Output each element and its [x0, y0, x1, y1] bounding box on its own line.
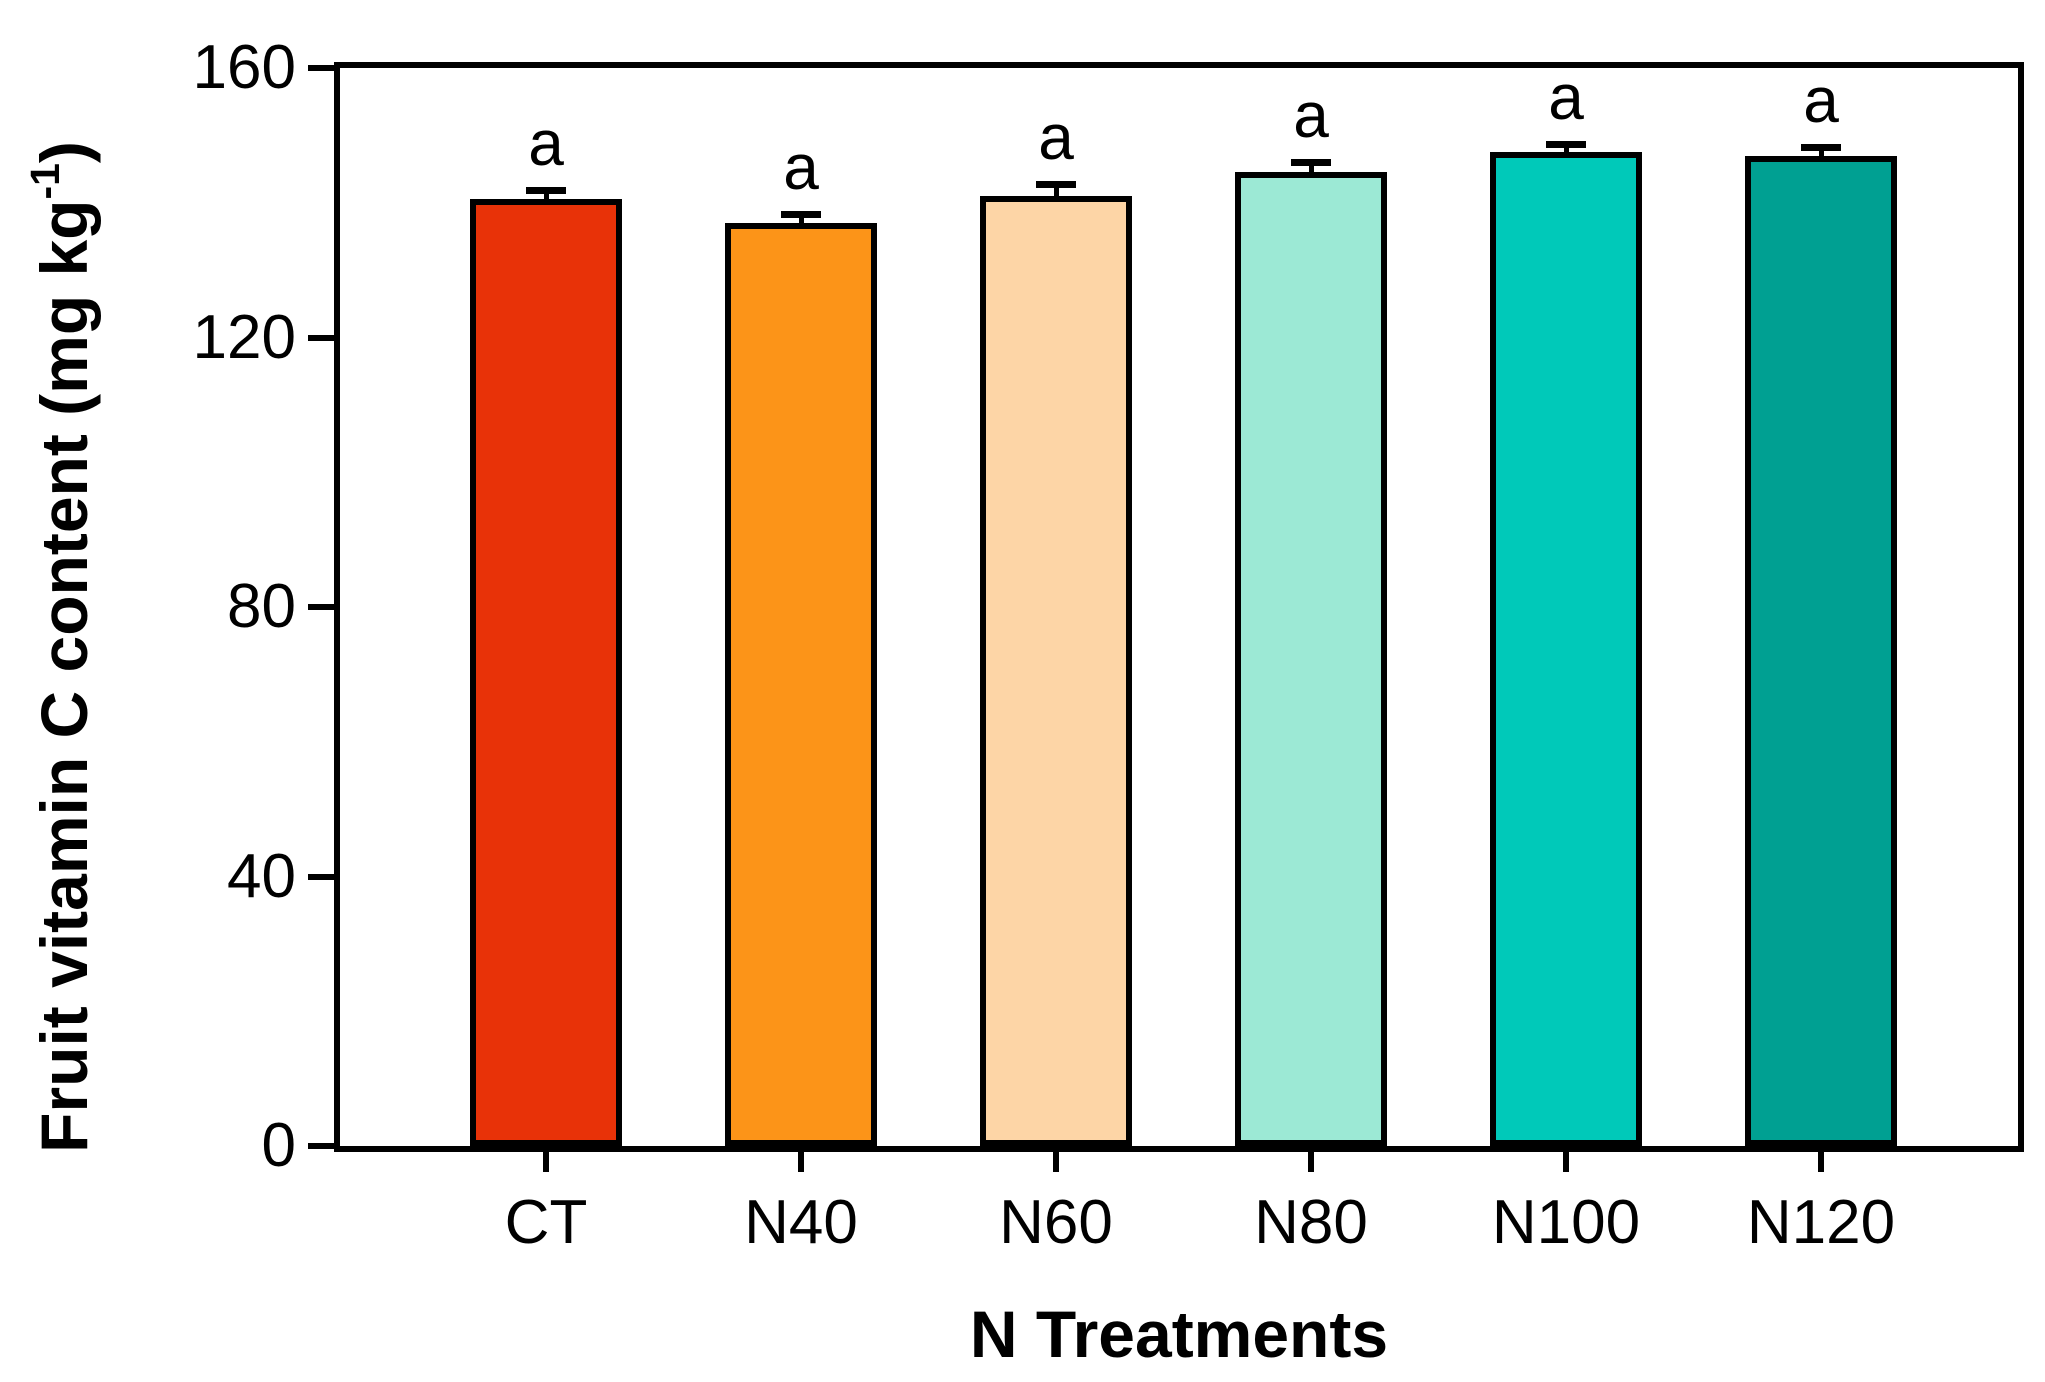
error-bar-cap — [1036, 180, 1076, 188]
plot-frame — [334, 62, 2024, 1152]
significance-label: a — [1803, 63, 1839, 136]
bar-ct — [470, 199, 622, 1146]
x-tick-label-n100: N100 — [1491, 1188, 1641, 1257]
x-tick-label-n60: N60 — [999, 1188, 1113, 1257]
y-axis-tick — [308, 604, 334, 610]
x-tick-label-n40: N40 — [744, 1188, 858, 1257]
y-axis-tick — [308, 334, 334, 341]
x-axis-tick — [1818, 1152, 1824, 1172]
error-bar-cap — [1546, 140, 1586, 148]
bar-n60 — [980, 196, 1132, 1146]
x-axis-title: N Treatments — [969, 1297, 1389, 1371]
x-tick-label-n120: N120 — [1746, 1188, 1896, 1257]
error-bar-cap — [526, 186, 566, 194]
x-axis-tick — [1563, 1152, 1569, 1172]
y-axis-title-superscript: -1 — [22, 163, 68, 200]
y-axis-title-main: Fruit vitamin C content (mg kg — [27, 199, 101, 1153]
y-tick-label-80: 80 — [227, 572, 296, 641]
x-tick-label-ct: CT — [504, 1188, 588, 1257]
x-axis-tick — [1053, 1152, 1059, 1172]
y-axis-title-end: ) — [27, 141, 101, 164]
significance-label: a — [1038, 100, 1074, 173]
y-axis-tick — [308, 65, 334, 71]
error-bar-stem — [1053, 180, 1059, 196]
x-axis-tick — [798, 1152, 804, 1172]
x-tick-label-n80: N80 — [1254, 1188, 1368, 1257]
y-tick-label-40: 40 — [227, 841, 296, 911]
y-tick-label-160: 160 — [192, 33, 296, 102]
y-axis-tick — [308, 1143, 334, 1149]
y-axis-tick — [308, 873, 334, 880]
bar-n40 — [725, 222, 877, 1146]
significance-label: a — [1548, 60, 1584, 133]
x-axis-tick — [1308, 1152, 1314, 1172]
significance-label: a — [783, 130, 819, 203]
bar-n120 — [1745, 155, 1897, 1146]
y-tick-label-120: 120 — [192, 302, 296, 372]
error-bar-cap — [1291, 158, 1331, 166]
bar-n100 — [1490, 152, 1642, 1146]
significance-label: a — [528, 106, 564, 179]
y-tick-label-0: 0 — [261, 1111, 296, 1180]
significance-label: a — [1293, 78, 1329, 151]
x-axis-tick — [543, 1152, 549, 1172]
error-bar-cap — [1801, 143, 1841, 151]
bar-n80 — [1235, 172, 1387, 1146]
y-axis-title: Fruit vitamin C content (mg kg-1) — [22, 47, 102, 1247]
error-bar-cap — [781, 210, 821, 218]
